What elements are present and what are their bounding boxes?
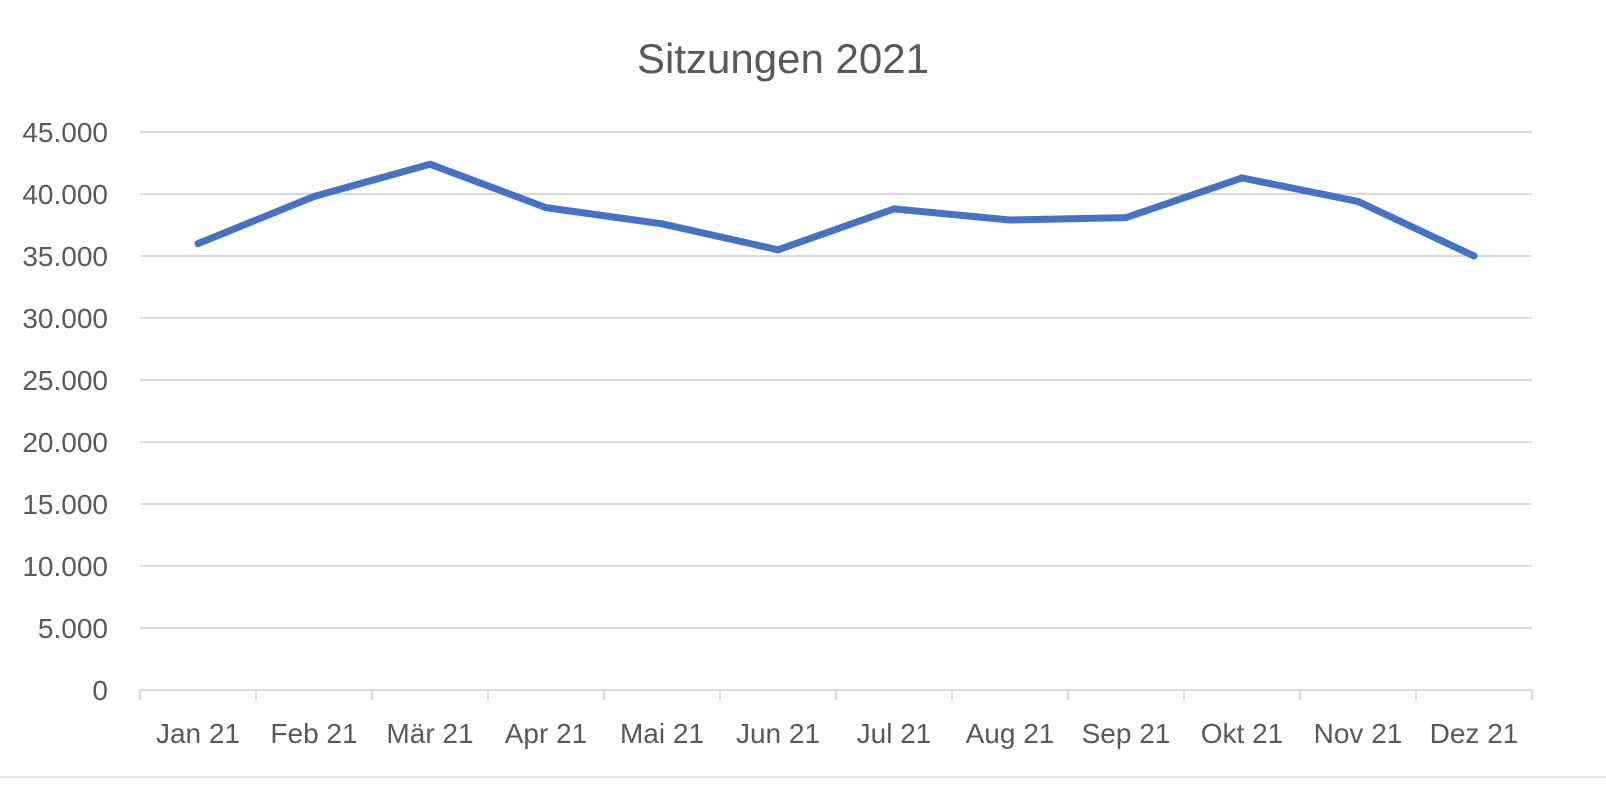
x-tick-label: Okt 21 bbox=[1201, 718, 1283, 749]
y-tick-label: 35.000 bbox=[22, 241, 108, 272]
y-tick-label: 45.000 bbox=[22, 117, 108, 148]
data-point bbox=[194, 240, 202, 248]
data-point bbox=[890, 205, 898, 213]
x-tick-label: Mai 21 bbox=[620, 718, 704, 749]
data-point bbox=[1470, 252, 1478, 260]
y-tick-label: 5.000 bbox=[38, 613, 108, 644]
y-tick-label: 30.000 bbox=[22, 303, 108, 334]
x-tick-label: Nov 21 bbox=[1314, 718, 1403, 749]
data-point bbox=[426, 160, 434, 168]
x-tick-label: Aug 21 bbox=[966, 718, 1055, 749]
x-tick-label: Apr 21 bbox=[505, 718, 588, 749]
y-tick-label: 0 bbox=[92, 675, 108, 706]
series-line bbox=[194, 160, 1478, 260]
x-tick-label: Jul 21 bbox=[857, 718, 932, 749]
data-point bbox=[310, 192, 318, 200]
x-axis-tick-labels: Jan 21 Feb 21 Mär 21 Apr 21 Mai 21 Jun 21 Jul … bbox=[156, 718, 1518, 749]
x-axis bbox=[139, 689, 1533, 700]
x-tick-label: Feb 21 bbox=[270, 718, 357, 749]
data-point bbox=[1122, 214, 1130, 222]
y-tick-label: 10.000 bbox=[22, 551, 108, 582]
y-tick-label: 40.000 bbox=[22, 179, 108, 210]
y-tick-label: 20.000 bbox=[22, 427, 108, 458]
x-tick-label: Sep 21 bbox=[1082, 718, 1171, 749]
bottom-divider bbox=[0, 776, 1606, 778]
x-tick-label: Jan 21 bbox=[156, 718, 240, 749]
x-tick-label: Mär 21 bbox=[386, 718, 473, 749]
chart-title: Sitzungen 2021 bbox=[637, 35, 929, 82]
data-point bbox=[1238, 174, 1246, 182]
data-point bbox=[1354, 197, 1362, 205]
y-gridlines bbox=[140, 131, 1532, 629]
data-point bbox=[1006, 216, 1014, 224]
x-tick-label: Dez 21 bbox=[1430, 718, 1519, 749]
data-point bbox=[658, 220, 666, 228]
data-point bbox=[542, 204, 550, 212]
y-axis-tick-labels: 0 5.000 10.000 15.000 20.000 25.000 30.000 35.0… bbox=[22, 117, 108, 706]
y-tick-label: 25.000 bbox=[22, 365, 108, 396]
data-point bbox=[774, 246, 782, 254]
series-group bbox=[194, 160, 1478, 260]
x-tick-label: Jun 21 bbox=[736, 718, 820, 749]
y-tick-label: 15.000 bbox=[22, 489, 108, 520]
